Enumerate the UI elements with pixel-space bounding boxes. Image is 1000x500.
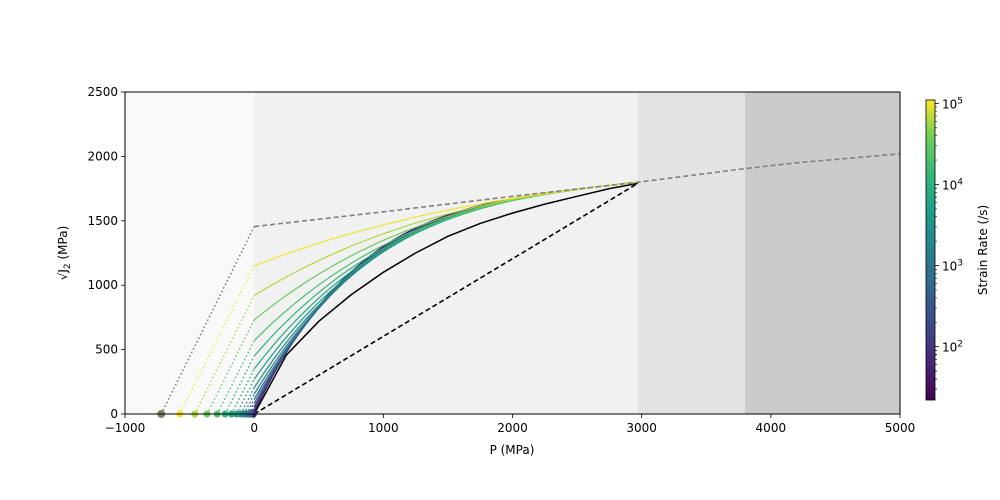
- background-bands: [125, 92, 900, 414]
- x-tick-label: 4000: [756, 421, 787, 435]
- tension-extension: [216, 340, 255, 414]
- colorbar-tick-label: 103: [942, 259, 963, 274]
- tension-extension: [236, 378, 255, 414]
- x-tick-label: 5000: [885, 421, 916, 435]
- colorbar-ticks: 102 103 104 105: [935, 96, 963, 390]
- colorbar-tick-label: 102: [942, 340, 963, 355]
- tension-extension: [246, 398, 255, 414]
- background-band: [745, 92, 900, 414]
- colorbar-label: Strain Rate (/s): [976, 205, 990, 295]
- y-tick-label: 2000: [87, 149, 118, 163]
- tension-extension: [206, 319, 255, 414]
- tension-extension: [240, 387, 255, 414]
- y-tick-label: 1500: [87, 214, 118, 228]
- y-tick-label: 500: [95, 343, 118, 357]
- background-band: [254, 92, 638, 414]
- tension-extension: [224, 355, 255, 414]
- y-tick-label: 0: [110, 407, 118, 421]
- upper-envelope-line: [254, 153, 900, 228]
- envelopes: [160, 153, 900, 414]
- x-tick-label: 1000: [368, 421, 399, 435]
- x-tick-label: −1000: [105, 421, 146, 435]
- x-tick-label: 0: [250, 421, 258, 435]
- envelope-tension-extension: [160, 226, 255, 414]
- colorbar-tick-label: 105: [942, 96, 963, 111]
- y-axis-label: √J2 (MPa): [56, 226, 73, 281]
- colorbar: 102 103 104 105 Strain Rate (/s): [925, 96, 990, 401]
- x-axis-label: P (MPa): [490, 443, 535, 457]
- x-tick-label: 3000: [626, 421, 657, 435]
- y-tick-label: 2500: [87, 85, 118, 99]
- y-axis: 0 500 1000 1500 2000 2500: [87, 85, 125, 421]
- y-tick-label: 1000: [87, 278, 118, 292]
- lower-envelope-line: [253, 182, 639, 414]
- x-tick-label: 2000: [497, 421, 528, 435]
- background-band: [125, 92, 255, 414]
- colorbar-gradient: [925, 99, 936, 401]
- x-axis: −1000 0 1000 2000 3000 4000 5000: [105, 414, 916, 435]
- tension-extension: [230, 368, 255, 414]
- reference-curve: [253, 182, 638, 414]
- background-band: [637, 92, 745, 414]
- colorbar-tick-label: 104: [942, 177, 963, 192]
